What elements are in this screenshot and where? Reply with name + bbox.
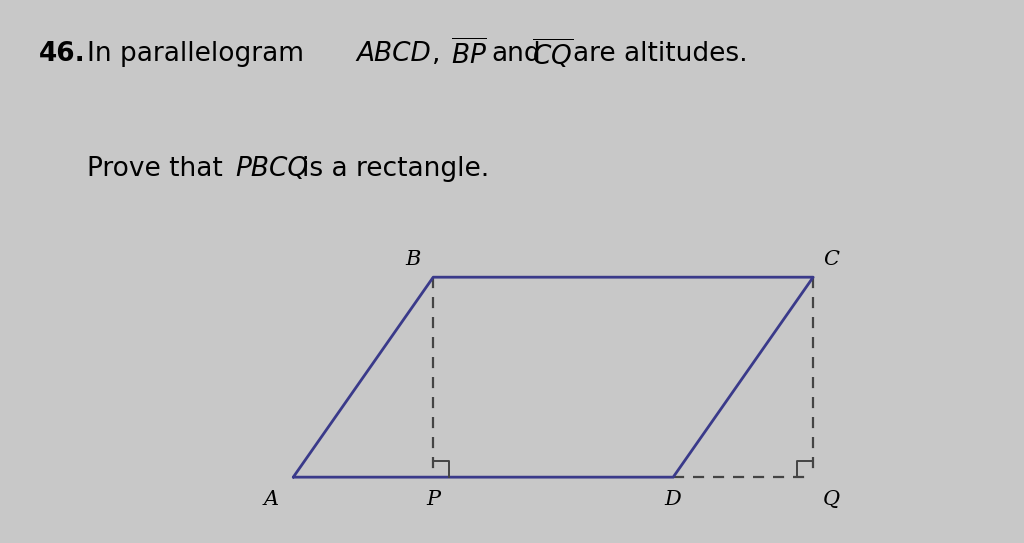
Text: Prove that: Prove that [87, 156, 223, 182]
Text: and: and [492, 41, 541, 67]
Text: C: C [823, 250, 839, 269]
Text: ,: , [432, 41, 440, 67]
Text: A: A [264, 490, 279, 509]
Text: are altitudes.: are altitudes. [573, 41, 749, 67]
Text: In parallelogram: In parallelogram [87, 41, 304, 67]
Text: is a rectangle.: is a rectangle. [302, 156, 489, 182]
Text: Q: Q [822, 490, 840, 509]
Text: $\overline{BP}$: $\overline{BP}$ [451, 39, 486, 70]
Text: PBCQ: PBCQ [236, 156, 308, 182]
Text: $\overline{CQ}$: $\overline{CQ}$ [532, 37, 573, 71]
Text: 46.: 46. [39, 41, 86, 67]
Text: ABCD: ABCD [356, 41, 431, 67]
Text: B: B [406, 250, 421, 269]
Text: D: D [665, 490, 682, 509]
Text: P: P [426, 490, 440, 509]
